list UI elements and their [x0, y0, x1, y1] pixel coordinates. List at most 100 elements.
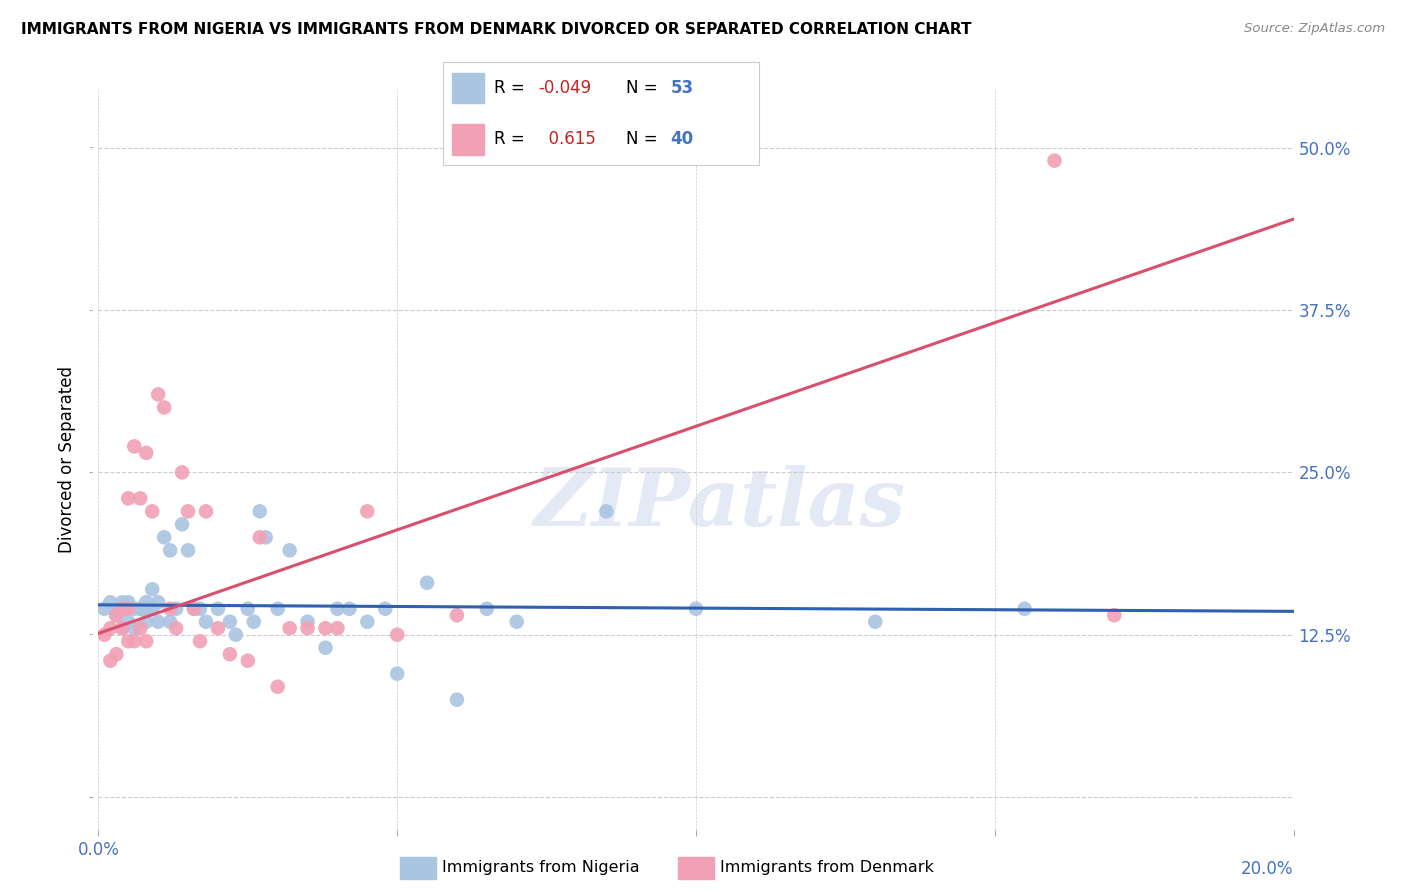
Text: 53: 53	[671, 79, 693, 97]
Point	[446, 608, 468, 623]
Point	[148, 387, 170, 401]
Point	[105, 601, 128, 615]
Text: IMMIGRANTS FROM NIGERIA VS IMMIGRANTS FROM DENMARK DIVORCED OR SEPARATED CORRELA: IMMIGRANTS FROM NIGERIA VS IMMIGRANTS FR…	[21, 22, 972, 37]
Point	[117, 634, 139, 648]
Point	[865, 615, 887, 629]
Bar	[678, 857, 714, 879]
Point	[93, 628, 115, 642]
Point	[685, 601, 707, 615]
Point	[1014, 601, 1036, 615]
Point	[165, 621, 187, 635]
Point	[356, 504, 378, 518]
Point	[183, 601, 205, 615]
Point	[117, 601, 139, 615]
Y-axis label: Divorced or Separated: Divorced or Separated	[58, 366, 76, 553]
Point	[207, 601, 229, 615]
Point	[339, 601, 361, 615]
Text: 20.0%: 20.0%	[1241, 860, 1294, 878]
Point	[124, 601, 146, 615]
Point	[105, 608, 128, 623]
Point	[475, 601, 498, 615]
Point	[195, 615, 218, 629]
Point	[141, 582, 163, 597]
Point	[105, 647, 128, 661]
Point	[93, 601, 115, 615]
Point	[165, 601, 187, 615]
Point	[141, 601, 163, 615]
Point	[236, 601, 259, 615]
Point	[278, 543, 301, 558]
Point	[135, 615, 157, 629]
Text: 0.615: 0.615	[537, 130, 596, 148]
Point	[129, 601, 152, 615]
Text: R =: R =	[494, 79, 524, 97]
Point	[141, 504, 163, 518]
Point	[385, 628, 409, 642]
Point	[326, 601, 349, 615]
Point	[117, 601, 139, 615]
Point	[124, 621, 146, 635]
Point	[219, 647, 242, 661]
Point	[315, 640, 337, 655]
Point	[207, 621, 229, 635]
Point	[159, 543, 181, 558]
Point	[225, 628, 247, 642]
Point	[111, 595, 134, 609]
Point	[105, 608, 128, 623]
Text: N =: N =	[627, 79, 658, 97]
Point	[148, 595, 170, 609]
Point	[172, 517, 194, 532]
Point	[595, 504, 617, 518]
Point	[315, 621, 337, 635]
Point	[117, 615, 139, 629]
Point	[385, 666, 409, 681]
Text: ZIPatlas: ZIPatlas	[534, 465, 905, 542]
Point	[177, 504, 200, 518]
Point	[111, 621, 134, 635]
Point	[159, 615, 181, 629]
Point	[326, 621, 349, 635]
Point	[111, 601, 134, 615]
Point	[254, 530, 277, 544]
Point	[135, 634, 157, 648]
Point	[188, 601, 211, 615]
Point	[153, 401, 176, 415]
Point	[195, 504, 218, 518]
Point	[111, 621, 134, 635]
Point	[249, 504, 271, 518]
Text: Immigrants from Denmark: Immigrants from Denmark	[720, 861, 934, 875]
Point	[267, 601, 290, 615]
Point	[177, 543, 200, 558]
Text: 40: 40	[671, 130, 693, 148]
Point	[135, 595, 157, 609]
Point	[129, 491, 152, 506]
Point	[416, 575, 439, 590]
Text: Source: ZipAtlas.com: Source: ZipAtlas.com	[1244, 22, 1385, 36]
Point	[135, 446, 157, 460]
Text: R =: R =	[494, 130, 524, 148]
Bar	[453, 124, 484, 155]
Point	[249, 530, 271, 544]
Point	[219, 615, 242, 629]
Point	[243, 615, 266, 629]
Text: Immigrants from Nigeria: Immigrants from Nigeria	[443, 861, 640, 875]
Point	[267, 680, 290, 694]
Point	[129, 601, 152, 615]
Point	[148, 615, 170, 629]
Point	[98, 621, 122, 635]
Point	[1104, 608, 1126, 623]
Point	[124, 634, 146, 648]
Text: -0.049: -0.049	[537, 79, 591, 97]
Text: N =: N =	[627, 130, 658, 148]
Point	[159, 601, 181, 615]
Bar	[401, 857, 436, 879]
Point	[153, 530, 176, 544]
Point	[117, 491, 139, 506]
Point	[297, 621, 319, 635]
Point	[135, 601, 157, 615]
Point	[117, 595, 139, 609]
Point	[356, 615, 378, 629]
Point	[129, 621, 152, 635]
Point	[98, 654, 122, 668]
Point	[278, 621, 301, 635]
